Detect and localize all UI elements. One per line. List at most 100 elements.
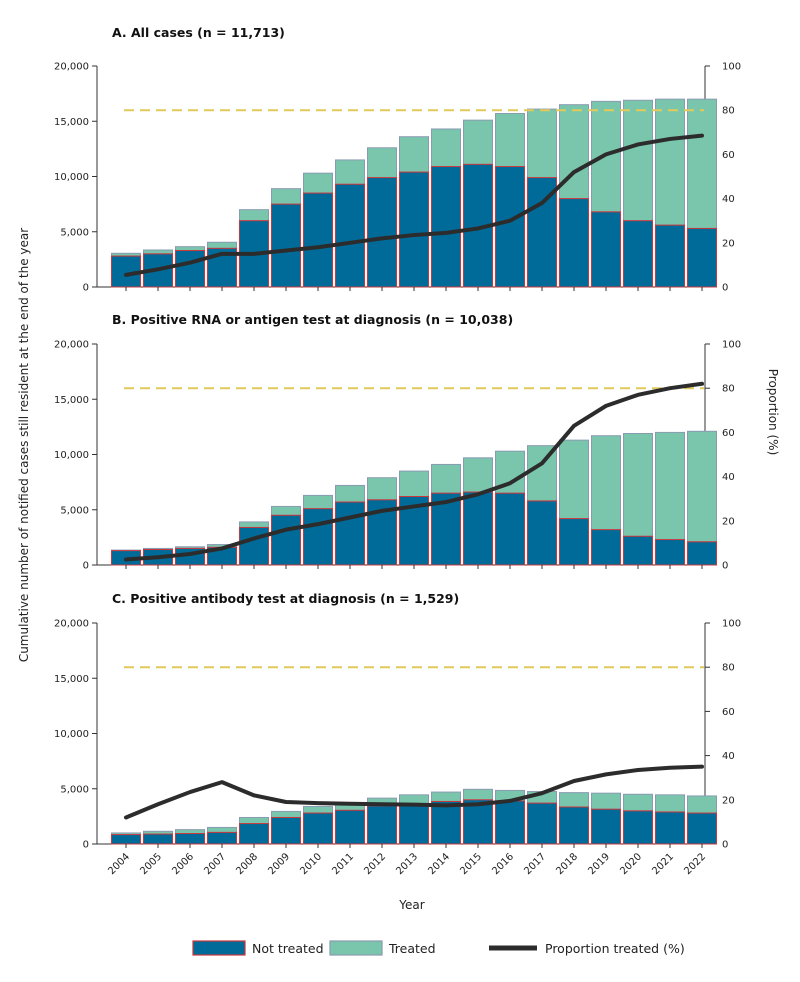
left-tick-label: 5,000 — [60, 784, 89, 795]
x-tick-label: 2018 — [554, 851, 580, 877]
bar-treated-2015 — [463, 788, 493, 801]
proportion-treated-line — [124, 764, 704, 820]
left-tick-label: 10,000 — [54, 729, 89, 740]
bar-not-treated-2020 — [623, 535, 653, 566]
legend-swatch-treated — [329, 940, 383, 956]
bar-treated-2011 — [335, 159, 365, 185]
right-tick-label: 0 — [722, 283, 728, 294]
bar-not-treated-2008 — [239, 823, 269, 845]
right-tick-label: 60 — [722, 150, 735, 161]
bar-treated-2021 — [655, 794, 685, 813]
legend-label-proportion: Proportion treated (%) — [545, 941, 685, 956]
x-tick-label: 2011 — [330, 851, 356, 877]
x-tick-label: 2019 — [586, 851, 612, 877]
x-tick-label: 2009 — [266, 851, 292, 877]
bar-not-treated-2011 — [335, 501, 365, 566]
bar-treated-2015 — [463, 457, 493, 493]
bar-not-treated-2009 — [271, 203, 301, 288]
bar-treated-2018 — [559, 792, 589, 808]
bar-not-treated-2015 — [463, 799, 493, 845]
bar-not-treated-2021 — [655, 539, 685, 566]
bar-not-treated-2011 — [335, 183, 365, 288]
right-tick-label: 100 — [722, 619, 741, 630]
bar-not-treated-2013 — [399, 171, 429, 288]
left-tick-label: 20,000 — [54, 619, 89, 630]
bar-treated-2014 — [431, 128, 461, 168]
x-tick-label: 2007 — [202, 851, 228, 877]
proportion-treated-line — [124, 381, 704, 562]
bar-not-treated-2009 — [271, 514, 301, 566]
y-axis-title: Cumulative number of notified cases stil… — [17, 228, 31, 662]
x-tick-label: 2022 — [682, 851, 708, 877]
x-axis-title: Year — [398, 898, 424, 912]
proportion-treated-line — [124, 133, 704, 277]
x-tick-label: 2016 — [490, 851, 516, 877]
legend: Not treated Treated Proportion treated (%) — [192, 940, 685, 956]
right-tick-label: 20 — [722, 516, 735, 527]
bar-treated-2012 — [367, 477, 397, 501]
bar-not-treated-2007 — [207, 831, 237, 845]
left-tick-label: 5,000 — [60, 505, 89, 516]
right-tick-label: 20 — [722, 238, 735, 249]
x-tick-label: 2005 — [138, 851, 164, 877]
bar-not-treated-2006 — [175, 250, 205, 288]
bar-treated-2020 — [623, 433, 653, 537]
x-tick-label: 2014 — [426, 851, 452, 877]
right-tick-label: 0 — [722, 561, 728, 572]
bar-not-treated-2021 — [655, 811, 685, 845]
bar-treated-2009 — [271, 188, 301, 205]
bar-treated-2022 — [687, 430, 717, 543]
bar-not-treated-2010 — [303, 812, 333, 845]
bar-not-treated-2022 — [687, 541, 717, 566]
right-tick-label: 0 — [722, 840, 728, 851]
right-tick-label: 100 — [722, 62, 741, 73]
right-tick-label: 20 — [722, 795, 735, 806]
bar-treated-2019 — [591, 792, 621, 810]
left-tick-label: 0 — [83, 561, 89, 572]
panel-c: C. Positive antibody test at diagnosis (… — [54, 591, 741, 851]
bar-treated-2014 — [431, 791, 461, 802]
bar-not-treated-2016 — [495, 492, 525, 566]
right-tick-label: 80 — [722, 663, 735, 674]
bar-treated-2008 — [239, 209, 269, 222]
x-tick-label: 2012 — [362, 851, 388, 877]
bar-treated-2006 — [175, 246, 205, 252]
bar-treated-2008 — [239, 521, 269, 528]
bar-not-treated-2008 — [239, 526, 269, 566]
bar-not-treated-2012 — [367, 177, 397, 288]
bar-treated-2013 — [399, 794, 429, 805]
bar-treated-2008 — [239, 816, 269, 825]
bar-treated-2007 — [207, 826, 237, 833]
bar-not-treated-2022 — [687, 812, 717, 845]
bar-treated-2009 — [271, 505, 301, 516]
bar-treated-2010 — [303, 494, 333, 510]
bar-treated-2013 — [399, 136, 429, 173]
right-tick-label: 60 — [722, 707, 735, 718]
bar-not-treated-2005 — [143, 833, 173, 845]
right-tick-label: 40 — [722, 472, 735, 483]
bar-not-treated-2015 — [463, 491, 493, 566]
bar-not-treated-2017 — [527, 802, 557, 845]
bar-treated-2019 — [591, 100, 621, 213]
bar-treated-2022 — [687, 98, 717, 229]
legend-label-not-treated: Not treated — [252, 941, 324, 956]
bar-not-treated-2006 — [175, 833, 205, 845]
left-tick-label: 15,000 — [54, 395, 89, 406]
bar-not-treated-2012 — [367, 805, 397, 845]
bar-treated-2005 — [143, 249, 173, 255]
x-tick-label: 2010 — [298, 851, 324, 877]
panel-b: B. Positive RNA or antigen test at diagn… — [54, 312, 741, 572]
bar-treated-2022 — [687, 795, 717, 814]
x-tick-label: 2017 — [522, 851, 548, 877]
left-tick-label: 15,000 — [54, 674, 89, 685]
bar-treated-2014 — [431, 463, 461, 494]
bar-treated-2011 — [335, 484, 365, 503]
legend-swatch-not-treated — [192, 940, 246, 956]
bar-not-treated-2011 — [335, 809, 365, 845]
right-tick-label: 40 — [722, 751, 735, 762]
bar-treated-2013 — [399, 470, 429, 497]
left-tick-label: 0 — [83, 840, 89, 851]
bar-treated-2020 — [623, 793, 653, 812]
x-tick-label: 2013 — [394, 851, 420, 877]
x-tick-label: 2015 — [458, 851, 484, 877]
